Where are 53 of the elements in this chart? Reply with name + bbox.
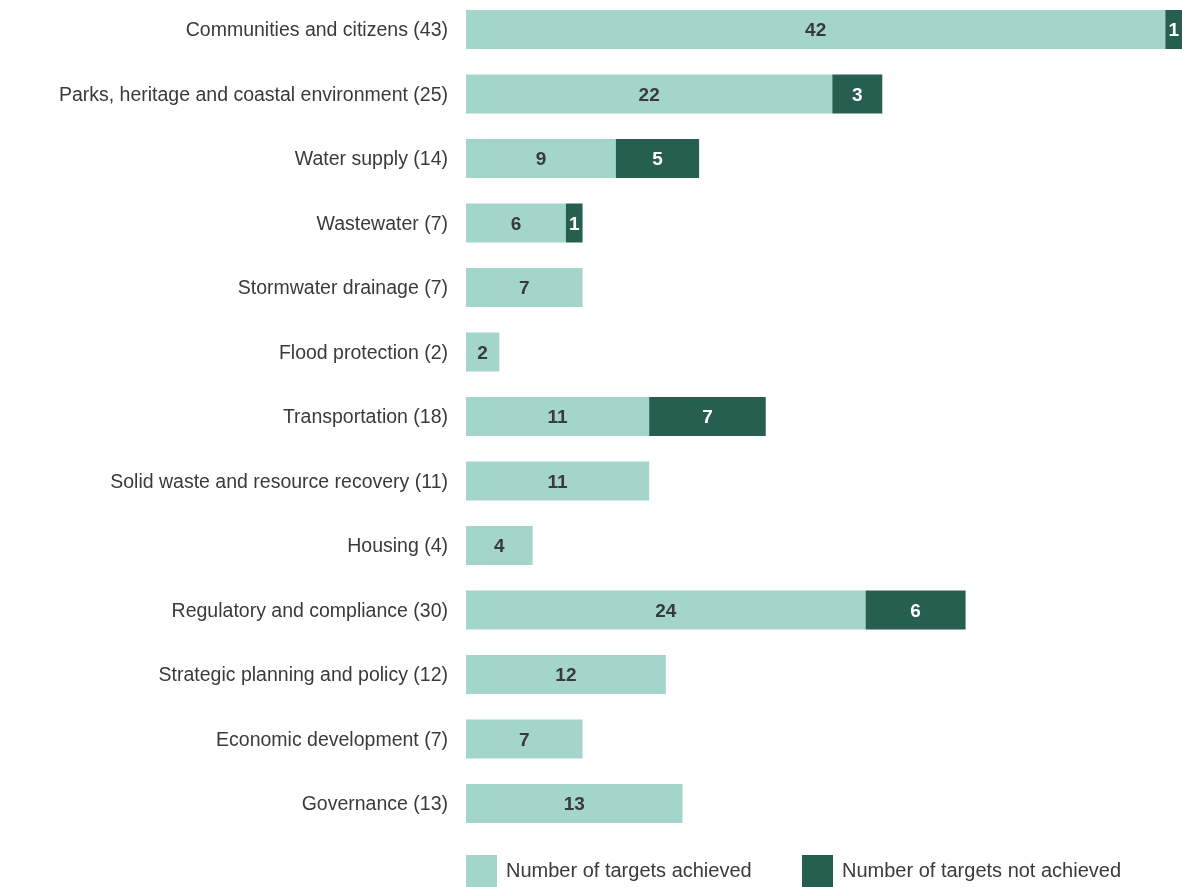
data-label: 24	[655, 599, 677, 621]
y-tick-label: Economic development (7)	[216, 727, 448, 750]
y-tick-label: Wastewater (7)	[316, 211, 448, 234]
bar	[466, 203, 566, 243]
data-label: 13	[563, 793, 585, 815]
data-label: 11	[547, 470, 569, 492]
bar	[832, 74, 883, 114]
bar	[466, 10, 1166, 49]
data-label: 3	[852, 83, 863, 105]
bar	[466, 526, 533, 565]
y-tick-label: Flood protection (2)	[278, 340, 448, 363]
y-tick-label: Housing (4)	[347, 534, 448, 557]
bar	[615, 139, 700, 178]
bar	[1165, 10, 1182, 49]
bar	[466, 332, 500, 372]
data-label: 4	[494, 535, 506, 557]
bar	[466, 784, 683, 823]
data-label: 6	[910, 599, 921, 621]
bar	[865, 590, 966, 630]
bar	[466, 74, 833, 114]
data-label: 12	[555, 664, 577, 686]
y-tick-label: Regulatory and compliance (30)	[171, 598, 448, 621]
y-tick-label: Transportation (18)	[282, 405, 448, 428]
bar	[466, 655, 666, 694]
data-label: 5	[652, 148, 664, 170]
y-tick-label: Stormwater drainage (7)	[237, 276, 448, 299]
bar	[466, 397, 650, 436]
data-label: 11	[547, 406, 569, 428]
data-label: 7	[518, 728, 530, 750]
data-label: 2	[477, 341, 488, 363]
y-tick-label: Parks, heritage and coastal environment (25)	[58, 82, 448, 105]
data-label: 7	[518, 277, 530, 299]
data-label: 7	[702, 406, 713, 428]
y-tick-label: Communities and citizens (43)	[185, 18, 448, 41]
y-tick-label: Solid waste and resource recovery (11)	[110, 469, 448, 492]
data-label: 6	[510, 212, 522, 234]
bar	[466, 461, 650, 501]
data-label: 1	[1168, 19, 1180, 41]
legend-label: Number of targets achieved	[506, 859, 752, 881]
data-label: 1	[568, 212, 580, 234]
legend-label: Number of targets not achieved	[842, 859, 1122, 881]
data-label: 22	[638, 83, 660, 105]
bar	[649, 397, 766, 436]
y-tick-label: Water supply (14)	[294, 147, 448, 170]
bar	[466, 590, 866, 630]
y-tick-label: Strategic planning and policy (12)	[158, 663, 448, 686]
bar	[466, 268, 583, 307]
bar	[565, 203, 583, 243]
data-label: 42	[805, 19, 827, 41]
data-label: 9	[535, 148, 547, 170]
bar	[466, 719, 583, 759]
bar	[466, 139, 616, 178]
y-tick-label: Governance (13)	[301, 792, 448, 815]
